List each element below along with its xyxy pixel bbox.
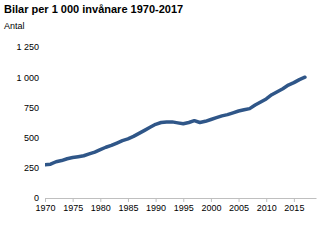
x-tick: 2015 [284,198,304,213]
x-tick-label: 1980 [91,203,111,213]
plot: 0 250 500 750 1 000 1 250 1970 1975 1980 1985 1990… [16,42,316,213]
x-tick: 1970 [35,198,55,213]
x-tick-label: 1975 [63,203,83,213]
x-tick: 1995 [174,198,194,213]
x-tick: 1980 [91,198,111,213]
x-tick-mark [156,198,157,202]
x-axis: 1970 1975 1980 1985 1990 1995 2000 2005 2010 2015 [35,198,316,213]
x-tick-mark [266,198,267,202]
x-tick: 1990 [146,198,166,213]
x-tick: 2000 [201,198,221,213]
y-tick: 0 [34,193,45,203]
y-tick-label: 1 000 [16,73,39,83]
y-tick-label: 1 250 [16,42,39,52]
subtitle: Antal [4,21,25,31]
x-tick: 1985 [118,198,138,213]
x-tick-mark [45,198,46,202]
x-tick-label: 1985 [118,203,138,213]
x-tick-label: 1995 [174,203,194,213]
y-tick: 250 [24,163,45,173]
x-tick-label: 2010 [257,203,277,213]
y-tick: 500 [24,133,45,143]
x-tick: 1975 [63,198,83,213]
x-axis-line [46,198,317,199]
x-tick-mark [128,198,129,202]
x-tick-mark [183,198,184,202]
x-tick-label: 1970 [35,203,55,213]
x-tick-mark [73,198,74,202]
x-tick: 2005 [229,198,249,213]
x-tick-mark [100,198,101,202]
x-tick-mark [239,198,240,202]
line [45,77,305,165]
y-tick: 1 000 [16,73,45,83]
y-axis-line [45,48,46,199]
chart: Bilar per 1 000 invånare 1970-2017 Antal 0… [0,0,328,226]
x-tick-label: 2015 [284,203,304,213]
x-tick-mark [211,198,212,202]
x-tick-label: 2000 [201,203,221,213]
y-tick-label: 250 [24,163,39,173]
y-tick-label: 750 [24,103,39,113]
y-axis: 0 250 500 750 1 000 1 250 [16,42,45,203]
marks [45,77,305,165]
x-tick-label: 1990 [146,203,166,213]
y-tick: 1 250 [16,42,45,52]
y-tick-label: 0 [34,193,39,203]
x-tick: 2010 [257,198,277,213]
y-tick: 750 [24,103,45,113]
title: Bilar per 1 000 invånare 1970-2017 [4,3,183,15]
y-tick-label: 500 [24,133,39,143]
x-tick-label: 2005 [229,203,249,213]
x-tick-mark [294,198,295,202]
